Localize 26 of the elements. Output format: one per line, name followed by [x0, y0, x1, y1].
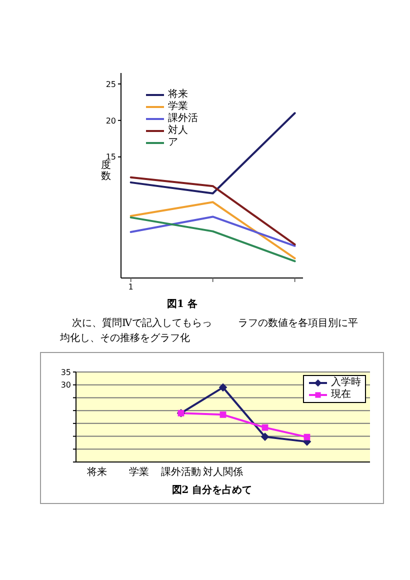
text: 図1 各 [167, 299, 198, 310]
x-tick-label: 将来 [86, 466, 107, 478]
legend-label: 課外活 [168, 113, 198, 124]
x-tick-label: 学業 [129, 466, 149, 478]
point [304, 434, 310, 440]
text: ラフの数値を各項目別に平 [238, 318, 358, 329]
legend-label: 対人 [168, 125, 188, 137]
text: 図2 自分を占めて [172, 485, 252, 496]
legend-label: ア [168, 137, 178, 149]
legend-label: 現在 [331, 389, 351, 401]
point [260, 432, 270, 441]
y-tick-label: 20 [106, 116, 116, 126]
y-tick-label: 30 [60, 380, 71, 390]
x-tick-label: 1 [128, 282, 134, 292]
point [220, 411, 226, 418]
text: 均化し、その推移をグラフ化 [60, 333, 190, 344]
x-tick-label: 対人関係 [203, 466, 243, 478]
y-tick-label: 25 [106, 80, 116, 89]
text: 次に、質問Ⅳで記入してもらっ [72, 318, 212, 329]
y-tick-label: 35 [60, 368, 71, 377]
y-axis-title: 度数 [101, 160, 111, 182]
legend-label: 将来 [168, 89, 188, 100]
legend-label: 入学時 [331, 377, 361, 389]
legend-label: 学業 [168, 101, 188, 112]
x-tick-label: 課外活動 [161, 466, 201, 478]
point [218, 383, 228, 392]
